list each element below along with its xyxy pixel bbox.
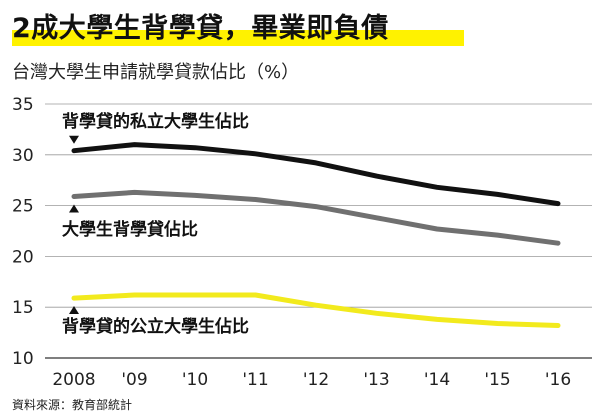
headline-highlight: [12, 30, 464, 46]
all-series-label: 大學生背學貸佔比: [62, 219, 198, 240]
y-tick-label: 25: [12, 197, 34, 217]
y-tick-label: 20: [12, 247, 34, 267]
x-axis-ticks: 2008 '09 '10 '11 '12 '13 '14 '15 '16: [52, 370, 571, 390]
series-arrow-icon: [69, 135, 79, 144]
y-tick-label: 10: [12, 349, 34, 369]
x-tick-label: '11: [242, 370, 268, 390]
chart-title: 2成大學生背學貸，畢業即負債: [12, 13, 389, 44]
x-tick-label: '12: [303, 370, 329, 390]
chart-subtitle: 台灣大學生申請就學貸款佔比（%）: [12, 62, 300, 83]
x-tick-label: '09: [121, 370, 147, 390]
public-series-label: 背學貸的公立大學生佔比: [62, 316, 249, 337]
series-arrow-icon: [69, 306, 79, 315]
x-tick-label: '16: [545, 370, 571, 390]
x-tick-label: '13: [363, 370, 389, 390]
headline: 2成大學生背學貸，畢業即負債: [12, 6, 464, 50]
private-series-label: 背學貸的私立大學生佔比: [62, 111, 249, 132]
private-series-line: [71, 142, 561, 207]
y-axis-ticks: 10 15 20 25 30 35: [12, 95, 34, 369]
all-series-line: [71, 189, 561, 246]
y-tick-label: 15: [12, 298, 34, 318]
public-series-line: [71, 292, 561, 328]
x-tick-label: 2008: [52, 370, 95, 390]
x-tick-label: '10: [182, 370, 208, 390]
line-chart: 10 15 20 25 30 35 2008 '09 '10 '11 '12 '13 '14 '15 '1…: [12, 95, 592, 390]
y-tick-label: 35: [12, 95, 34, 115]
series-arrow-icon: [69, 204, 79, 213]
source-note: 資料來源：教育部統計: [12, 398, 133, 412]
y-tick-label: 30: [12, 146, 34, 166]
x-tick-label: '15: [484, 370, 510, 390]
series-lines: [71, 142, 561, 328]
x-tick-label: '14: [424, 370, 450, 390]
